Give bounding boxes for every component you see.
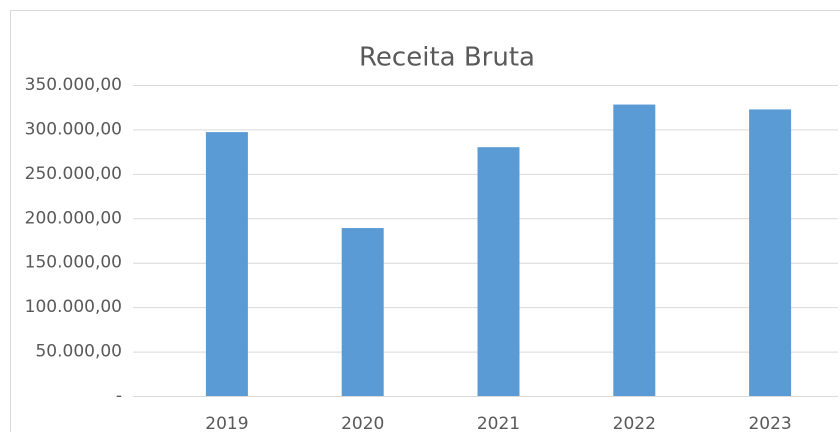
bar (205, 132, 248, 396)
x-tick-label: 2019 (205, 414, 248, 432)
bar (341, 228, 384, 396)
y-tick-label: 300.000,00 (25, 119, 122, 139)
x-tick-label: 2020 (341, 414, 384, 432)
x-tick-label: 2021 (477, 414, 520, 432)
y-tick-label: 150.000,00 (25, 253, 122, 273)
bar (749, 109, 792, 396)
bar (613, 104, 656, 396)
x-tick-label: 2023 (748, 414, 791, 432)
bar (477, 147, 520, 396)
y-tick-label: 200.000,00 (25, 208, 122, 228)
x-tick-label: 2022 (613, 414, 656, 432)
y-tick-label: 250.000,00 (25, 164, 122, 184)
y-tick-label: 350.000,00 (25, 75, 122, 95)
y-tick-label: 100.000,00 (25, 297, 122, 317)
chart-title: Receita Bruta (359, 43, 535, 73)
chart-border (10, 10, 840, 432)
y-tick-label: 50.000,00 (35, 342, 122, 362)
y-tick-label: - (116, 386, 122, 406)
